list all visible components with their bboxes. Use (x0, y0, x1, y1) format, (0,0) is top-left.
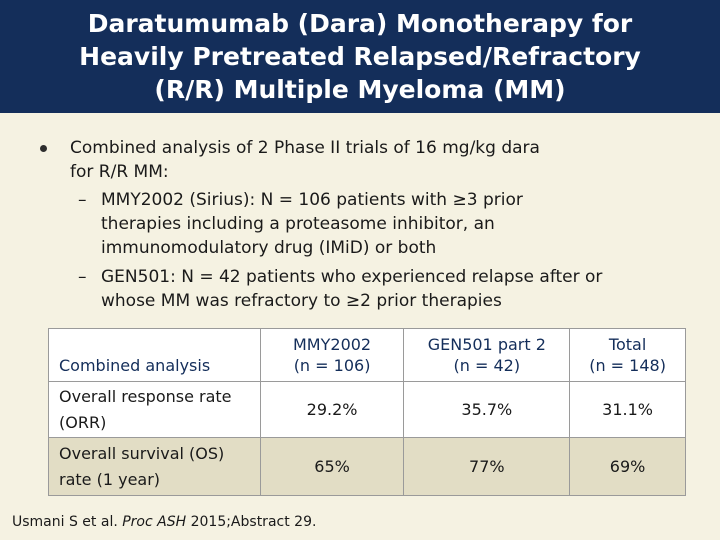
main-bullet-text: Combined analysis of 2 Phase II trials o… (70, 136, 700, 184)
slide-title-line-1: Daratumumab (Dara) Monotherapy for (87, 9, 633, 38)
column-header-mmy2002: MMY2002 (n = 106) (259, 328, 405, 382)
citation-footnote: Usmani S et al. Proc ASH 2015;Abstract 2… (12, 513, 316, 531)
sub-bullet-line: whose MM was refractory to ≥2 prior ther… (101, 291, 502, 311)
row-label-line: Overall survival (OS) (59, 443, 225, 463)
row-label-line: Overall response rate (59, 386, 232, 406)
citation-authors: Usmani S et al. (12, 514, 123, 530)
sub-bullet-line: immunomodulatory drug (IMiD) or both (101, 238, 437, 258)
cell-orr-mmy2002: 29.2% (259, 381, 405, 438)
row-label-orr: Overall response rate (ORR) (48, 381, 261, 438)
column-header-line: (n = 42) (453, 356, 521, 375)
table-corner-label: Combined analysis (48, 328, 261, 382)
column-header-gen501: GEN501 part 2 (n = 42) (403, 328, 571, 382)
column-header-line: Total (608, 335, 647, 354)
column-header-total: Total (n = 148) (569, 328, 686, 382)
column-header-line: MMY2002 (293, 335, 372, 354)
cell-orr-total: 31.1% (569, 381, 686, 438)
main-bullet-line-2: for R/R MM: (70, 162, 169, 182)
sub-bullet-gen501-text: GEN501: N = 42 patients who experienced … (101, 265, 602, 313)
column-header-line: (n = 148) (589, 356, 666, 375)
slide-title-line-3: (R/R) Multiple Myeloma (MM) (154, 75, 566, 104)
column-header-line: GEN501 part 2 (427, 335, 546, 354)
table-row-orr: Overall response rate (ORR) 29.2% 35.7% … (48, 381, 686, 438)
main-bullet-line-1: Combined analysis of 2 Phase II trials o… (70, 138, 540, 158)
slide-title-line-2: Heavily Pretreated Relapsed/Refractory (79, 42, 641, 71)
citation-details: 2015;Abstract 29. (186, 514, 317, 530)
dash-icon: – (78, 190, 87, 210)
cell-os-mmy2002: 65% (259, 437, 405, 496)
bullet-dot-icon (40, 145, 47, 152)
table-header-row: Combined analysis MMY2002 (n = 106) GEN5… (48, 328, 686, 382)
column-header-line: (n = 106) (293, 356, 371, 375)
dash-icon: – (78, 267, 87, 287)
sub-bullet-mmy2002-text: MMY2002 (Sirius): N = 106 patients with … (101, 188, 523, 260)
cell-os-total: 69% (569, 437, 686, 496)
row-label-os: Overall survival (OS) rate (1 year) (48, 437, 261, 496)
cell-orr-gen501: 35.7% (403, 381, 571, 438)
cell-os-gen501: 77% (403, 437, 571, 496)
row-label-line: rate (1 year) (59, 469, 161, 489)
results-table: Combined analysis MMY2002 (n = 106) GEN5… (48, 328, 686, 496)
sub-bullet-line: therapies including a proteasome inhibit… (101, 214, 495, 234)
sub-bullet-line: GEN501: N = 42 patients who experienced … (101, 267, 603, 287)
title-bar: Daratumumab (Dara) Monotherapy for Heavi… (0, 0, 720, 113)
citation-journal: Proc ASH (122, 514, 187, 530)
table-row-os: Overall survival (OS) rate (1 year) 65% … (48, 437, 686, 496)
sub-bullet-line: MMY2002 (Sirius): N = 106 patients with … (101, 190, 523, 210)
row-label-line: (ORR) (59, 412, 107, 432)
